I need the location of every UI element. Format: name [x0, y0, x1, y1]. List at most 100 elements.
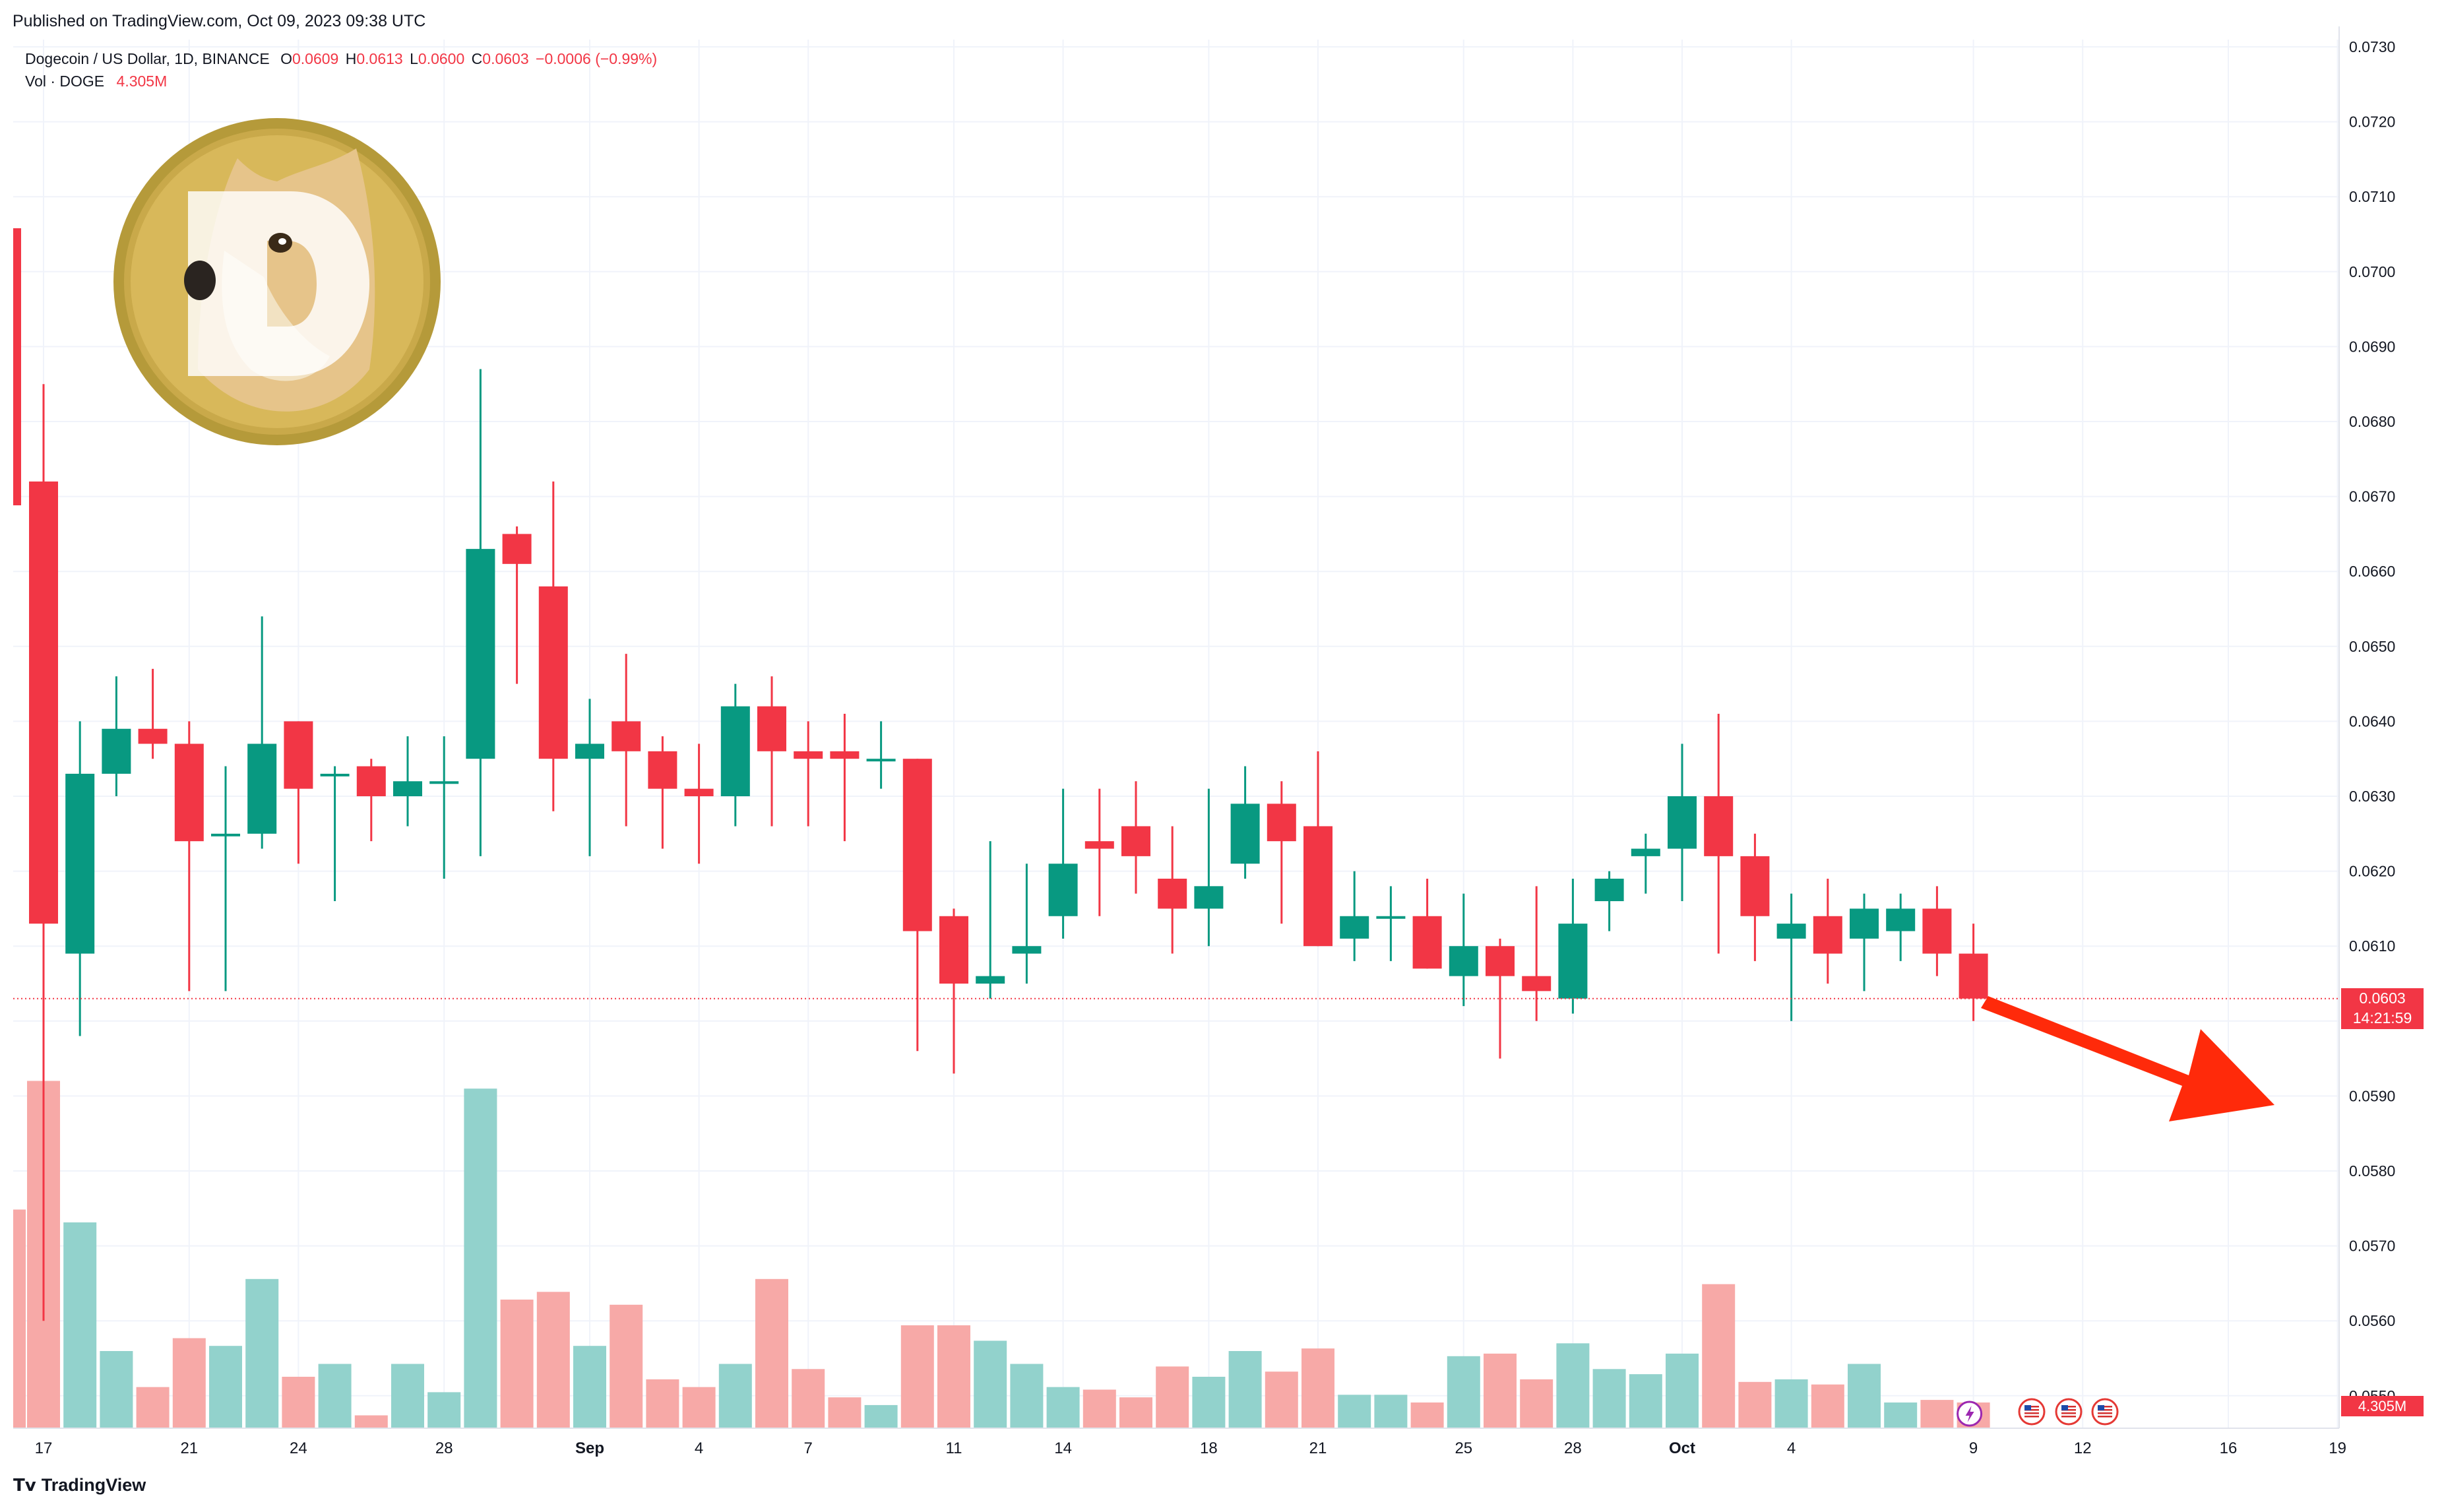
volume-bar	[610, 1304, 643, 1428]
y-tick-label: 0.0610	[2349, 937, 2395, 955]
candle-body	[1776, 924, 1806, 939]
candle-body	[356, 766, 386, 796]
volume-bar	[682, 1387, 716, 1428]
low-value: 0.0600	[418, 50, 465, 67]
published-caption: Published on TradingView.com, Oct 09, 20…	[13, 12, 426, 30]
volume-bar	[1410, 1402, 1444, 1428]
y-tick-label: 0.0680	[2349, 413, 2395, 430]
candle-body	[976, 976, 1005, 984]
volume-label: Vol · DOGE	[25, 73, 105, 90]
volume-bar	[391, 1364, 424, 1428]
volume-bar	[209, 1346, 242, 1428]
volume-bar	[1848, 1364, 1881, 1428]
y-tick-label: 0.0580	[2349, 1162, 2395, 1180]
volume-bar	[500, 1300, 534, 1428]
us-flag-event-icon	[2091, 1398, 2119, 1426]
y-tick-label: 0.0560	[2349, 1312, 2395, 1329]
tradingview-wordmark: TradingView	[41, 1475, 146, 1495]
x-tick-label: Sep	[575, 1439, 604, 1457]
candle-body	[29, 481, 58, 924]
volume-bar	[1192, 1377, 1226, 1428]
y-tick-label: 0.0720	[2349, 113, 2395, 131]
tradingview-mark-icon: 𝗧𝘃	[13, 1475, 36, 1496]
volume-bar	[1520, 1379, 1553, 1428]
us-flag-stripe	[2098, 1416, 2112, 1418]
x-tick-label: 17	[35, 1439, 53, 1457]
candle-body	[320, 773, 350, 776]
candle-body	[138, 728, 168, 744]
candle-body	[1267, 803, 1296, 842]
close-label: C	[471, 50, 483, 67]
volume-value: 4.305M	[116, 73, 168, 90]
symbol-title: Dogecoin / US Dollar, 1D, BINANCE	[25, 50, 270, 67]
x-tick-label: 28	[1564, 1439, 1582, 1457]
economic-events[interactable]	[1957, 1398, 2119, 1427]
last-price-value: 0.0603	[2359, 990, 2406, 1007]
grid	[13, 40, 2339, 1428]
volume-bar	[1338, 1395, 1371, 1428]
candle-body	[211, 833, 240, 836]
y-tick-label: 0.0640	[2349, 712, 2395, 730]
volume-bar	[1119, 1397, 1152, 1428]
y-tick-label: 0.0700	[2349, 263, 2395, 280]
candle-body	[174, 743, 204, 842]
candle-body	[612, 721, 641, 751]
tradingview-logo[interactable]: 𝗧𝘃 TradingView	[13, 1475, 146, 1496]
y-tick-label: 0.0630	[2349, 788, 2395, 805]
candle-body	[1922, 908, 1952, 954]
candle-body	[247, 743, 277, 834]
candle-body	[466, 549, 495, 759]
us-flag-stripe	[2024, 1412, 2039, 1414]
candle-body	[1813, 916, 1842, 954]
volume-bar	[937, 1325, 970, 1428]
candle-body	[1704, 796, 1734, 856]
us-flag-stripe	[2061, 1406, 2076, 1408]
candle-body	[13, 228, 21, 505]
x-tick-label: 19	[2329, 1439, 2346, 1457]
open-label: O	[280, 50, 292, 67]
volume-bar	[1592, 1369, 1626, 1428]
last-price-badge: 0.0603 14:21:59	[2341, 988, 2424, 1029]
x-tick-label: 4	[1787, 1439, 1796, 1457]
volume-bar	[1228, 1351, 1262, 1428]
candle-body	[1121, 826, 1150, 856]
volume-bar	[1556, 1343, 1590, 1428]
volume-bar	[1702, 1284, 1736, 1428]
chart-legend: Dogecoin / US Dollar, 1D, BINANCE O 0.060…	[25, 47, 660, 92]
volume-bar	[1666, 1353, 1699, 1428]
x-tick-label: 4	[695, 1439, 703, 1457]
us-flag-stripe	[2098, 1409, 2112, 1411]
volume-bar	[1738, 1381, 1772, 1428]
candle-body	[502, 534, 532, 564]
legend-ohlc-row: Dogecoin / US Dollar, 1D, BINANCE O 0.060…	[25, 47, 660, 70]
candle-body	[1631, 848, 1660, 856]
y-tick-label: 0.0590	[2349, 1087, 2395, 1104]
candle-body	[902, 759, 932, 931]
us-flag-event-icon	[2055, 1398, 2083, 1426]
x-tick-label: 25	[1455, 1439, 1472, 1457]
candle-body	[1449, 946, 1478, 976]
volume-bar	[1010, 1364, 1044, 1428]
volume-bar	[1082, 1389, 1116, 1428]
y-tick-label: 0.0570	[2349, 1238, 2395, 1255]
candle-body	[1376, 916, 1406, 919]
x-tick-label: 21	[180, 1439, 198, 1457]
volume-bar	[1629, 1374, 1662, 1428]
us-flag-canton	[2098, 1405, 2104, 1410]
legend-volume-row: Vol · DOGE 4.305M	[25, 70, 660, 92]
x-tick-label: Oct	[1669, 1439, 1695, 1457]
candles	[13, 228, 2339, 1321]
volume-bar	[427, 1392, 461, 1428]
volume-bar	[1265, 1371, 1298, 1428]
volume-bar	[1920, 1400, 1954, 1428]
change-value: −0.0006 (−0.99%)	[536, 50, 658, 67]
us-flag-stripe	[2098, 1412, 2112, 1414]
x-tick-label: 24	[290, 1439, 307, 1457]
candle-body	[65, 773, 95, 954]
y-tick-label: 0.0690	[2349, 338, 2395, 355]
candle-body	[1194, 886, 1224, 909]
volume-bar	[464, 1088, 497, 1428]
candle-body	[1340, 916, 1369, 939]
us-flag-stripe	[2061, 1416, 2076, 1418]
